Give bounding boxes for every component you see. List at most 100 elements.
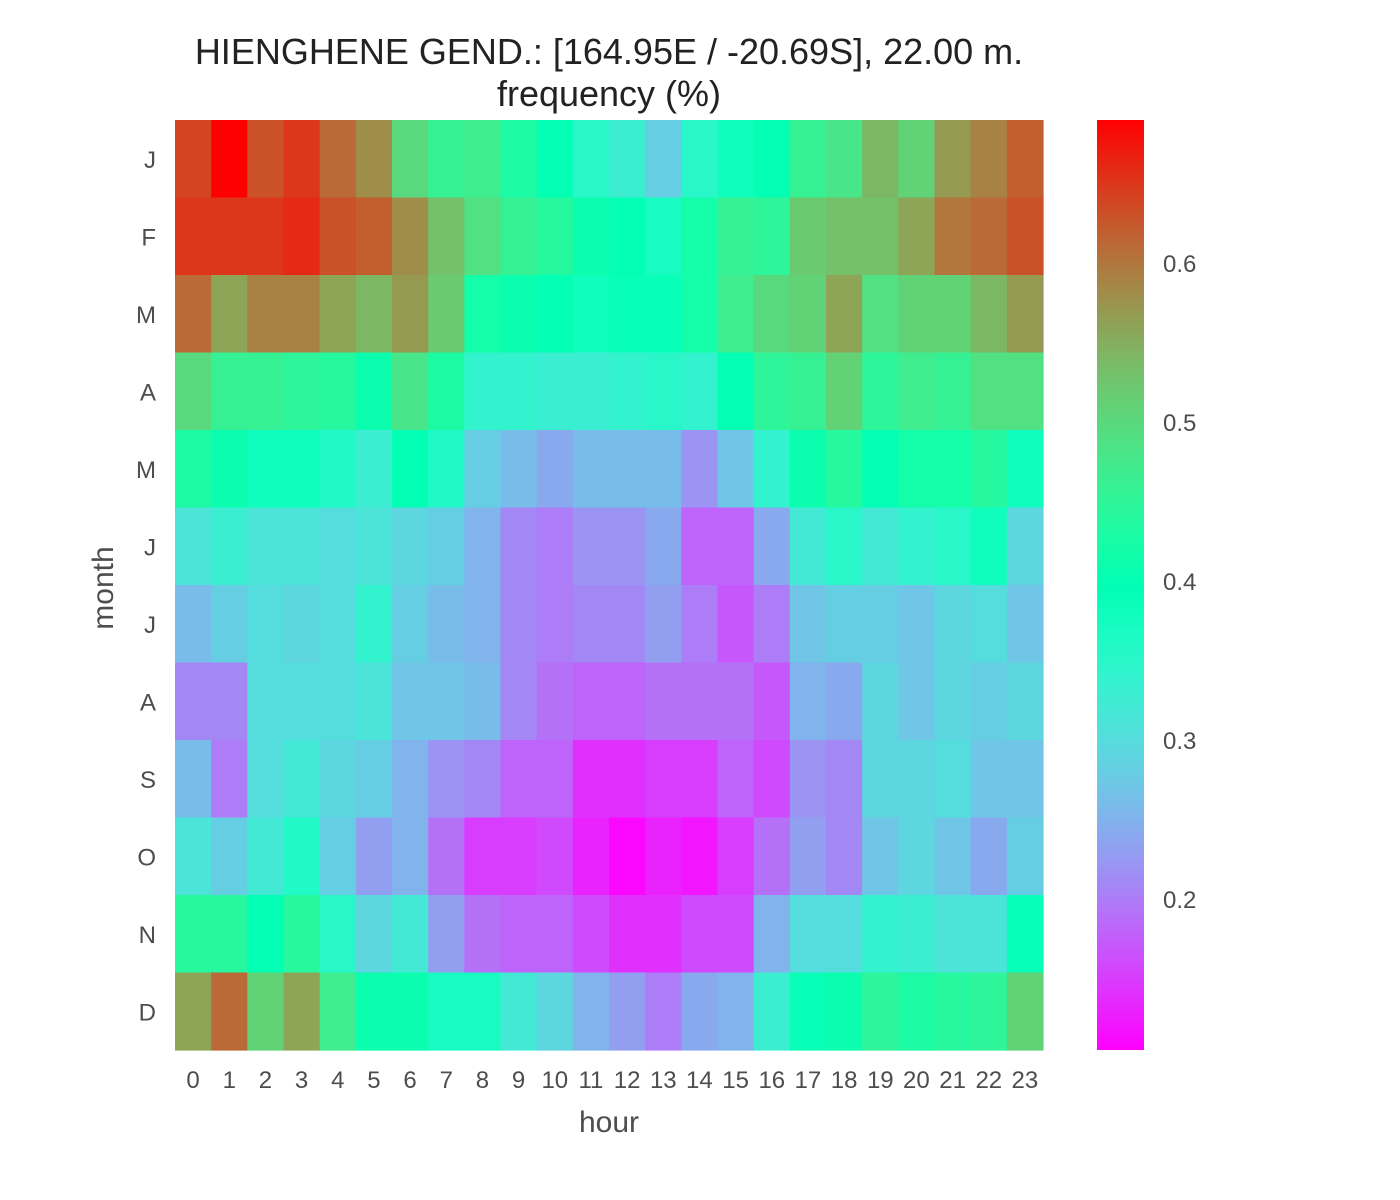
heatmap-cell <box>717 352 755 431</box>
heatmap-cell <box>247 662 285 741</box>
heatmap-cell <box>609 507 646 586</box>
heatmap-cell <box>681 507 719 586</box>
colorbar-tick-label: 0.6 <box>1163 251 1196 278</box>
heatmap-cell <box>392 895 429 974</box>
y-tick-label: J <box>144 147 156 174</box>
heatmap-cell <box>898 352 936 431</box>
heatmap-cell <box>392 197 429 276</box>
heatmap-cell <box>970 817 1008 896</box>
heatmap-cell <box>645 740 682 819</box>
heatmap-cell <box>717 662 755 741</box>
y-tick-label: M <box>136 302 156 329</box>
heatmap-cell <box>862 972 899 1051</box>
heatmap-cell <box>464 662 502 741</box>
heatmap-cell <box>500 740 538 819</box>
heatmap-cell <box>428 972 465 1051</box>
x-tick-label: 4 <box>331 1067 344 1094</box>
heatmap-cell <box>283 895 321 974</box>
heatmap-cells <box>175 120 1044 1051</box>
heatmap-cell <box>175 507 212 586</box>
heatmap-cell <box>464 740 502 819</box>
heatmap-cell <box>392 740 429 819</box>
heatmap-cell <box>392 972 429 1051</box>
heatmap-cell <box>681 817 719 896</box>
heatmap-cell <box>319 507 357 586</box>
heatmap-cell <box>500 662 538 741</box>
heatmap-cell <box>717 120 755 199</box>
heatmap-cell <box>283 430 321 509</box>
heatmap-cell <box>645 120 682 199</box>
heatmap-cell <box>392 120 429 199</box>
heatmap-cell <box>319 120 357 199</box>
heatmap-cell <box>753 585 791 664</box>
heatmap-cell <box>970 972 1008 1051</box>
heatmap-cell <box>355 275 393 354</box>
heatmap-cell <box>862 197 899 276</box>
heatmap-cell <box>572 740 610 819</box>
heatmap-cell <box>572 120 610 199</box>
heatmap-cell <box>283 275 321 354</box>
heatmap-cell <box>500 352 538 431</box>
heatmap-cell <box>645 430 682 509</box>
heatmap-cell <box>175 662 212 741</box>
heatmap-cell <box>428 740 465 819</box>
heatmap-cell <box>572 662 610 741</box>
y-tick-labels: J F M A M J J A S O N D <box>136 147 156 1027</box>
heatmap-cell <box>500 817 538 896</box>
heatmap-cell <box>500 430 538 509</box>
heatmap-cell <box>392 430 429 509</box>
x-axis-label: hour <box>579 1106 639 1139</box>
heatmap-cell <box>247 120 285 199</box>
heatmap-cell <box>826 120 863 199</box>
heatmap-cell <box>681 430 719 509</box>
heatmap-cell <box>862 275 899 354</box>
heatmap-cell <box>934 817 972 896</box>
y-tick-label: A <box>140 379 156 406</box>
heatmap-cell <box>428 662 465 741</box>
heatmap-cell <box>898 662 936 741</box>
heatmap-cell <box>247 430 285 509</box>
heatmap-cell <box>970 662 1008 741</box>
heatmap-cell <box>898 430 936 509</box>
heatmap-cell <box>500 275 538 354</box>
heatmap-cell <box>789 120 827 199</box>
heatmap-cell <box>283 740 321 819</box>
heatmap-cell <box>789 817 827 896</box>
heatmap-cell <box>862 662 899 741</box>
heatmap-cell <box>717 585 755 664</box>
heatmap-cell <box>283 972 321 1051</box>
heatmap-cell <box>970 740 1008 819</box>
heatmap-cell <box>319 662 357 741</box>
heatmap-cell <box>898 817 936 896</box>
heatmap-cell <box>355 740 393 819</box>
x-tick-label: 10 <box>541 1067 568 1094</box>
x-tick-label: 23 <box>1012 1067 1039 1094</box>
x-tick-label: 6 <box>403 1067 416 1094</box>
heatmap-cell <box>934 352 972 431</box>
heatmap-cell <box>536 740 574 819</box>
heatmap-cell <box>247 197 285 276</box>
heatmap-cell <box>645 352 682 431</box>
heatmap-cell <box>753 352 791 431</box>
heatmap-cell <box>645 895 682 974</box>
heatmap-cell <box>898 275 936 354</box>
heatmap-cell <box>717 972 755 1051</box>
heatmap-cell <box>934 275 972 354</box>
heatmap-cell <box>319 197 357 276</box>
x-tick-label: 5 <box>367 1067 380 1094</box>
heatmap-cell <box>211 895 248 974</box>
heatmap-cell <box>211 662 248 741</box>
heatmap-cell <box>572 352 610 431</box>
heatmap-cell <box>464 972 502 1051</box>
heatmap-cell <box>572 430 610 509</box>
heatmap-cell <box>211 197 248 276</box>
heatmap-cell <box>970 197 1008 276</box>
heatmap-cell <box>681 120 719 199</box>
x-tick-label: 11 <box>578 1067 603 1094</box>
heatmap-cell <box>717 197 755 276</box>
heatmap-cell <box>428 507 465 586</box>
heatmap-cell <box>789 662 827 741</box>
heatmap-cell <box>789 740 827 819</box>
chart-subtitle: frequency (%) <box>497 73 721 114</box>
heatmap-cell <box>319 972 357 1051</box>
